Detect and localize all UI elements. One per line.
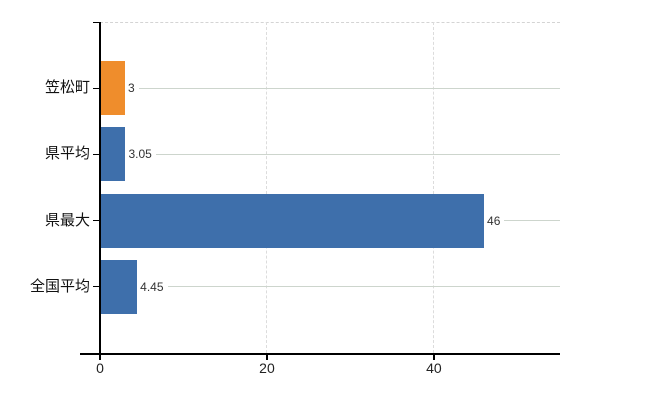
row-gridline xyxy=(138,87,560,89)
bar-value-label: 46 xyxy=(487,213,501,228)
category-label: 県最大 xyxy=(44,211,90,229)
y-axis-tick xyxy=(93,22,100,23)
bar xyxy=(100,61,126,116)
x-tick-label: 40 xyxy=(426,360,442,376)
bar-value-label: 3.05 xyxy=(128,147,152,162)
y-axis-tick xyxy=(93,87,100,89)
x-axis xyxy=(80,353,560,355)
bar-value-label: 4.45 xyxy=(140,279,164,294)
bar xyxy=(100,193,485,248)
vertical-gridline xyxy=(433,22,435,353)
bar-value-label: 3 xyxy=(128,81,135,96)
bar-row: 4.45 xyxy=(100,259,560,314)
row-gridline xyxy=(155,153,560,155)
y-axis xyxy=(99,22,101,353)
bar-row: 46 xyxy=(100,193,560,248)
vertical-gridline xyxy=(266,22,268,353)
row-gridline xyxy=(167,286,560,288)
bar xyxy=(100,259,138,314)
x-tick-label: 20 xyxy=(259,360,275,376)
y-axis-tick xyxy=(93,220,100,222)
y-axis-tick xyxy=(93,153,100,155)
x-axis-tick xyxy=(99,354,101,360)
category-label: 笠松町 xyxy=(44,79,90,97)
x-tick-label: 0 xyxy=(96,360,104,376)
category-label: 全国平均 xyxy=(29,277,90,295)
x-axis-tick xyxy=(266,354,268,360)
category-label: 県平均 xyxy=(44,145,90,163)
row-gridline xyxy=(504,220,560,222)
bar xyxy=(100,127,126,182)
x-axis-tick xyxy=(433,354,435,360)
bar-row: 3 xyxy=(100,61,560,116)
bar-row: 3.05 xyxy=(100,127,560,182)
y-axis-tick xyxy=(93,286,100,288)
plot-top-border xyxy=(100,22,560,23)
